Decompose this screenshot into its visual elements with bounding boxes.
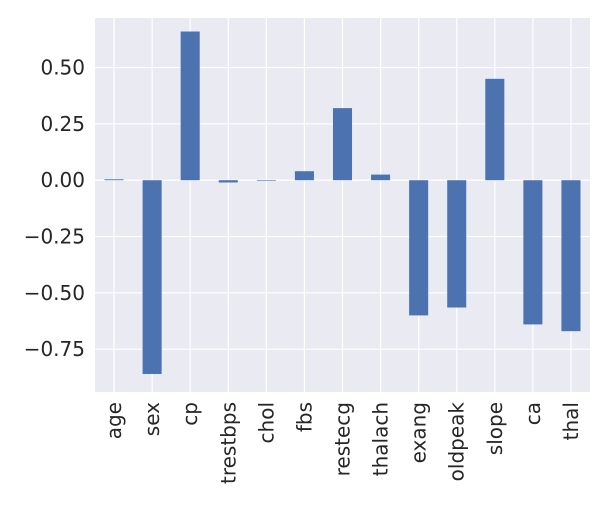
x-tick-label-ca: ca <box>521 402 545 425</box>
bars <box>104 31 581 374</box>
x-tick-label-thalach: thalach <box>369 402 393 476</box>
x-tick-label-fbs: fbs <box>292 402 316 432</box>
y-tick-label: 0.50 <box>40 56 85 80</box>
bar-fbs <box>294 171 314 181</box>
x-tick-label-cp: cp <box>178 402 202 426</box>
y-tick-labels: 0.50 0.25 0.00 −0.25 −0.50 −0.75 <box>24 56 85 362</box>
x-tick-label-sex: sex <box>140 402 164 436</box>
bar-slope <box>485 78 505 181</box>
bar-age <box>104 179 124 181</box>
bar-exang <box>409 180 429 316</box>
x-tick-label-age: age <box>102 402 126 439</box>
bar-thalach <box>371 174 391 181</box>
x-tick-label-chol: chol <box>254 402 278 443</box>
y-tick-label: −0.75 <box>24 337 85 361</box>
bar-restecg <box>332 108 353 181</box>
x-tick-label-restecg: restecg <box>331 402 355 476</box>
bar-cp <box>180 31 200 181</box>
bar-sex <box>142 180 162 374</box>
bar-ca <box>523 180 543 325</box>
x-tick-label-oldpeak: oldpeak <box>445 402 469 482</box>
y-tick-label: −0.25 <box>24 225 85 249</box>
x-tick-label-exang: exang <box>407 402 431 463</box>
bar-thal <box>561 180 581 332</box>
bar-oldpeak <box>447 180 467 308</box>
x-tick-label-slope: slope <box>483 402 507 455</box>
y-tick-label: −0.50 <box>24 281 85 305</box>
x-tick-label-thal: thal <box>559 402 583 440</box>
y-tick-label: 0.25 <box>40 112 85 136</box>
y-tick-label: 0.00 <box>40 168 85 192</box>
x-tick-label-trestbps: trestbps <box>216 402 240 484</box>
bar-trestbps <box>218 180 238 183</box>
x-tick-labels: age sex cp trestbps chol fbs restecg thalach exa… <box>102 402 583 484</box>
bar-chol <box>256 180 276 181</box>
